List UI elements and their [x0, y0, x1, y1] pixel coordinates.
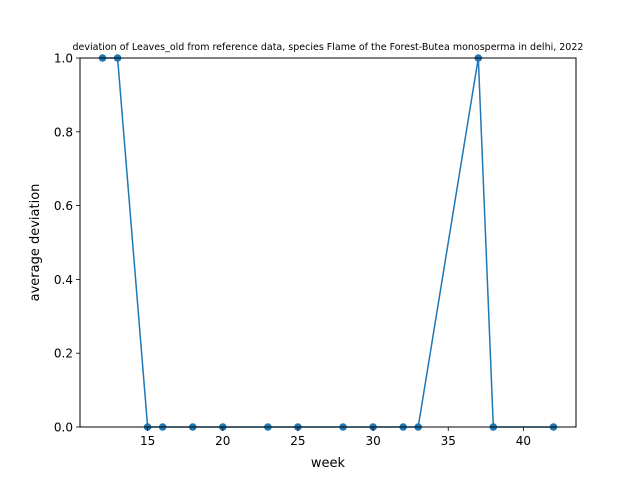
y-axis: 0.0 0.2 0.4 0.6 0.8 1.0: [54, 52, 80, 435]
x-tick-label: 20: [215, 434, 230, 448]
x-tick-label: 35: [441, 434, 456, 448]
y-tick-label: 1.0: [54, 52, 73, 66]
x-axis: 15 20 25 30 35 40: [140, 427, 531, 448]
x-tick-label: 40: [516, 434, 531, 448]
y-tick-label: 0.2: [54, 347, 73, 361]
x-tick-label: 25: [290, 434, 305, 448]
axes-frame: [79, 57, 577, 428]
y-tick-label: 0.4: [54, 273, 73, 287]
plot-area: [98, 54, 558, 431]
x-tick-label: 30: [365, 434, 380, 448]
y-tick-label: 0.6: [54, 199, 73, 213]
x-tick-label: 15: [140, 434, 155, 448]
series-line: [102, 57, 554, 428]
y-tick-label: 0.8: [54, 125, 73, 139]
y-tick-label: 0.0: [54, 421, 73, 435]
x-axis-label: week: [311, 456, 346, 471]
chart-title: deviation of Leaves_old from reference d…: [73, 42, 584, 53]
y-axis-label: average deviation: [28, 184, 43, 302]
